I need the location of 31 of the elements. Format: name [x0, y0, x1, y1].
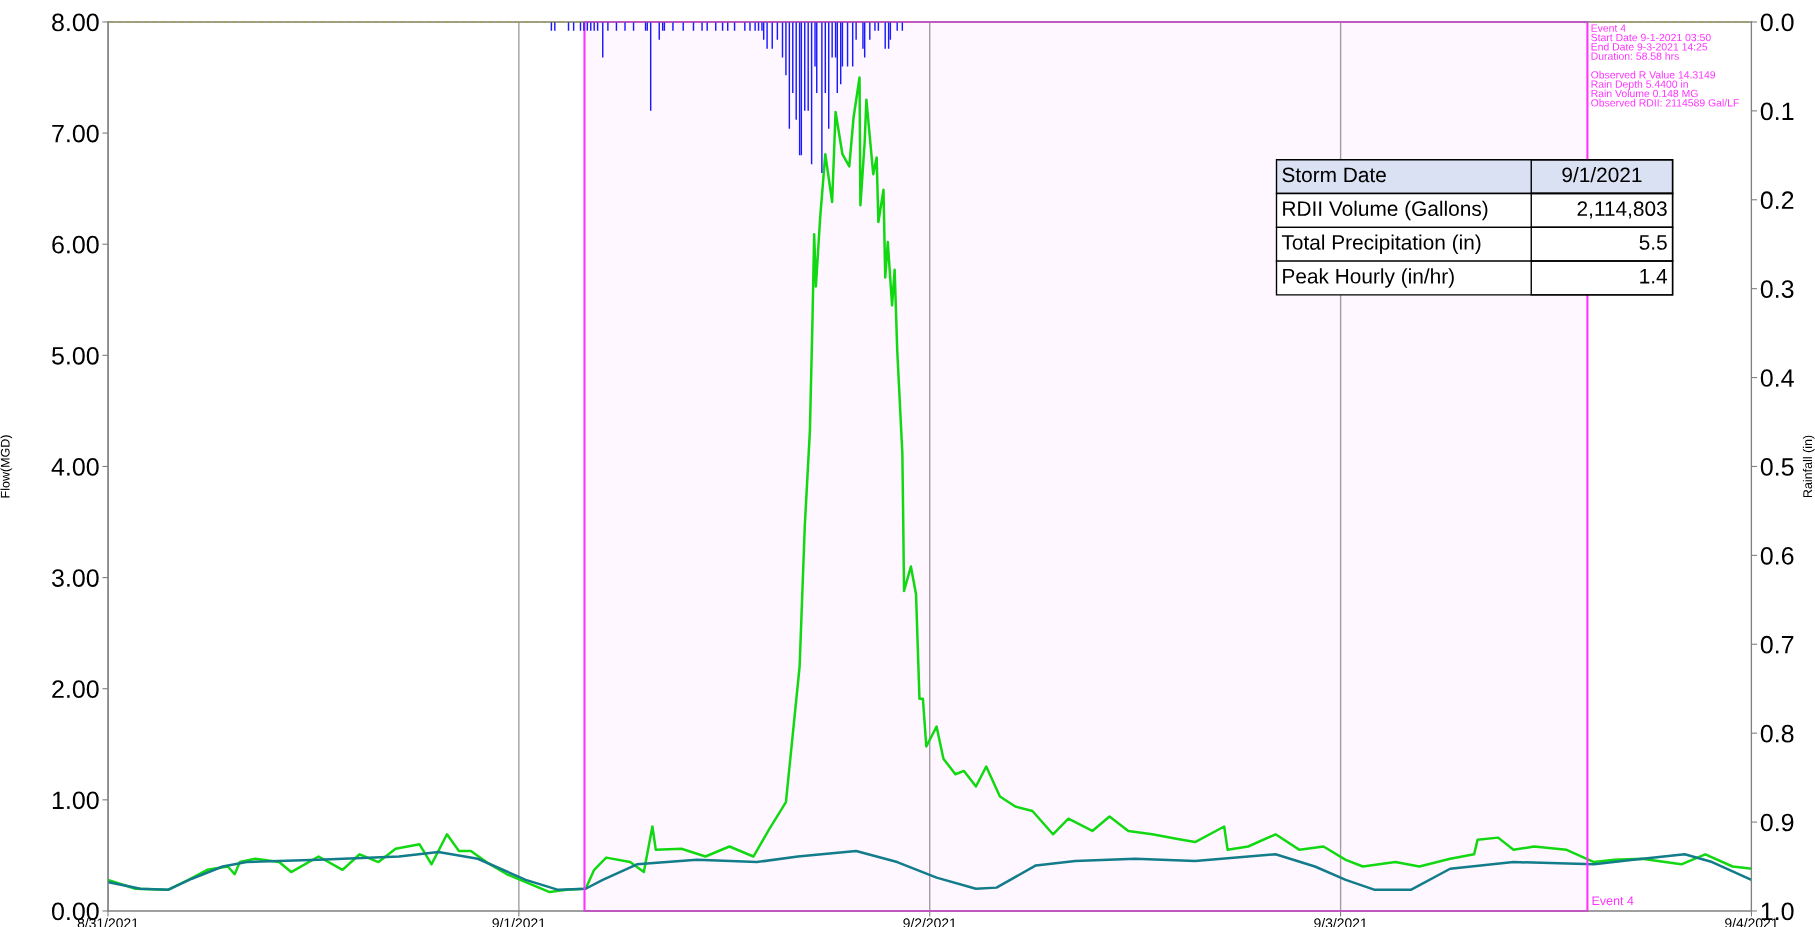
annotation: Storm Date — [1282, 167, 1386, 183]
annotation: Total Precipitation (in) — [1281, 234, 1481, 254]
y-tick-label: 7.00 — [52, 124, 99, 143]
y2-tick-label: 0.1 — [1760, 102, 1794, 121]
y2-tick-label: 0.3 — [1760, 280, 1794, 298]
annotation: RDII Volume (Gallons) — [1283, 200, 1488, 221]
annotation: 5.5 — [1639, 235, 1667, 250]
y2-tick-label: 0.7 — [1760, 635, 1794, 654]
y-tick-label: 5.00 — [52, 346, 99, 365]
y-axis-title: Flow(MGD) — [0, 435, 13, 498]
y-tick-label: 2.00 — [52, 680, 99, 699]
y-tick-label: 3.00 — [51, 569, 99, 587]
y2-tick-label: 0.5 — [1760, 458, 1794, 476]
y2-tick-label: 0.9 — [1760, 813, 1794, 832]
annotation: Peak Hourly (in/hr) — [1283, 268, 1454, 288]
y-tick-label: 1.00 — [52, 791, 99, 810]
annotation: 1.4 — [1640, 269, 1668, 284]
y-tick-label: 4.00 — [51, 458, 99, 476]
annotation: Event 4 Start Date 9-1-2021 03:50 End Date 9-3-2021 14:25 Duration: 58.58 hrs Observed R Value 14.3149 Rain Depth 5.4400 in Rain Volume 0.148 MG Observed RDII: 2114589 Gal/LF — [1591, 24, 1739, 107]
y-tick-label: 8.00 — [52, 13, 99, 32]
y2-tick-label: 0.8 — [1760, 724, 1794, 743]
y2-axis-title: Rainfall (in) — [1802, 435, 1815, 498]
band-label: Event 4 — [1592, 896, 1634, 906]
line-series — [107, 849, 1752, 892]
y2-tick-label: 0.6 — [1760, 546, 1794, 565]
y2-tick-label: 0.2 — [1760, 191, 1794, 210]
annotation: 2,114,803 — [1577, 201, 1667, 219]
y2-tick-label: 0.0 — [1760, 13, 1794, 32]
annotation: 9/1/2021 — [1562, 166, 1642, 183]
y-tick-label: 6.00 — [52, 235, 99, 254]
y2-tick-label: 0.4 — [1760, 369, 1794, 387]
